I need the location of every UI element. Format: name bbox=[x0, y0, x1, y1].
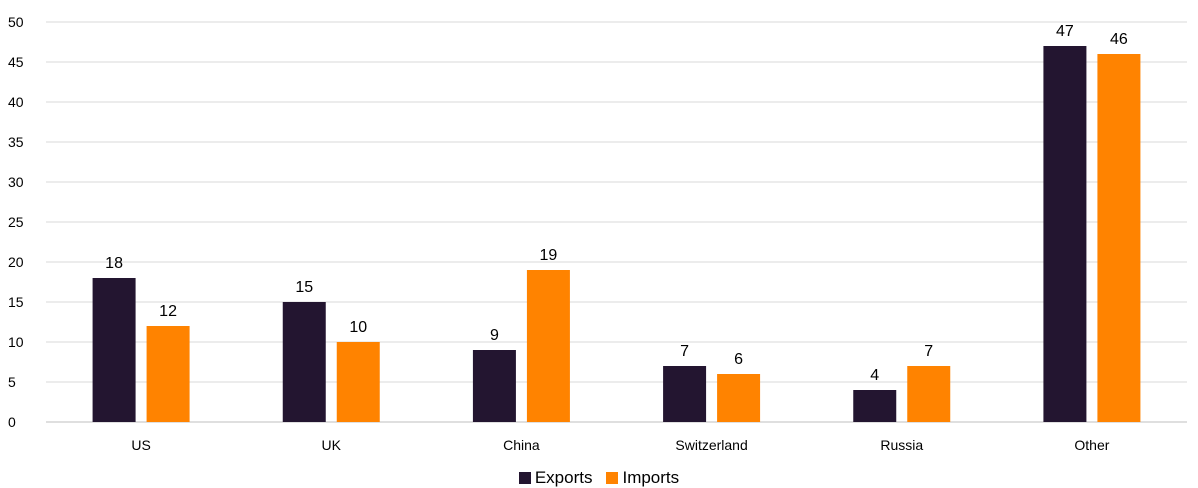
y-tick-label-0: 0 bbox=[8, 414, 16, 430]
data-label-exports-uk: 15 bbox=[295, 279, 313, 296]
bar-imports-china bbox=[526, 270, 570, 422]
data-label-exports-switzerland: 7 bbox=[680, 343, 689, 360]
data-label-imports-china: 19 bbox=[540, 247, 558, 264]
category-label-switzerland: Switzerland bbox=[675, 437, 747, 453]
y-tick-label-15: 15 bbox=[8, 294, 24, 310]
y-tick-label-30: 30 bbox=[8, 174, 24, 190]
data-label-exports-us: 18 bbox=[105, 255, 123, 272]
x-axis-category-labels: US UK China Switzerland Russia Other bbox=[131, 437, 1109, 453]
y-tick-label-5: 5 bbox=[8, 374, 16, 390]
data-label-exports-russia: 4 bbox=[870, 367, 879, 384]
category-label-uk: UK bbox=[322, 437, 342, 453]
legend-swatch-imports bbox=[606, 472, 619, 484]
data-label-imports-russia: 7 bbox=[924, 343, 933, 360]
y-tick-label-10: 10 bbox=[8, 334, 24, 350]
bar-exports-switzerland bbox=[663, 366, 707, 422]
bars bbox=[92, 46, 1141, 422]
bar-imports-uk bbox=[336, 342, 380, 422]
category-label-china: China bbox=[503, 437, 540, 453]
data-label-imports-other: 46 bbox=[1110, 31, 1128, 48]
legend-item-exports: Exports bbox=[518, 468, 593, 488]
y-axis-tick-labels: 0 5 10 15 20 25 30 35 40 45 50 bbox=[8, 14, 24, 430]
data-label-exports-other: 47 bbox=[1056, 23, 1074, 40]
bar-exports-other bbox=[1043, 46, 1087, 422]
y-tick-label-50: 50 bbox=[8, 14, 24, 30]
y-tick-label-35: 35 bbox=[8, 134, 24, 150]
legend-label-exports: Exports bbox=[534, 468, 593, 487]
data-label-imports-uk: 10 bbox=[349, 319, 367, 336]
bar-exports-russia bbox=[853, 390, 897, 422]
data-label-imports-switzerland: 6 bbox=[734, 351, 743, 368]
bar-imports-us bbox=[146, 326, 190, 422]
legend-label-imports: Imports bbox=[622, 468, 680, 487]
bar-imports-switzerland bbox=[717, 374, 761, 422]
chart-legend: Exports Imports bbox=[0, 468, 1198, 488]
bar-imports-other bbox=[1097, 54, 1141, 422]
data-label-imports-us: 12 bbox=[159, 303, 177, 320]
y-tick-label-45: 45 bbox=[8, 54, 24, 70]
bar-exports-china bbox=[472, 350, 516, 422]
bar-exports-us bbox=[92, 278, 136, 422]
y-tick-label-25: 25 bbox=[8, 214, 24, 230]
data-label-exports-china: 9 bbox=[490, 327, 499, 344]
category-label-russia: Russia bbox=[880, 437, 923, 453]
legend-swatch-exports bbox=[518, 472, 531, 484]
legend-item-imports: Imports bbox=[606, 468, 679, 488]
bar-imports-russia bbox=[907, 366, 951, 422]
bar-exports-uk bbox=[282, 302, 326, 422]
y-tick-label-20: 20 bbox=[8, 254, 24, 270]
category-label-other: Other bbox=[1074, 437, 1109, 453]
gridlines bbox=[46, 21, 1187, 423]
y-tick-label-40: 40 bbox=[8, 94, 24, 110]
category-label-us: US bbox=[131, 437, 150, 453]
